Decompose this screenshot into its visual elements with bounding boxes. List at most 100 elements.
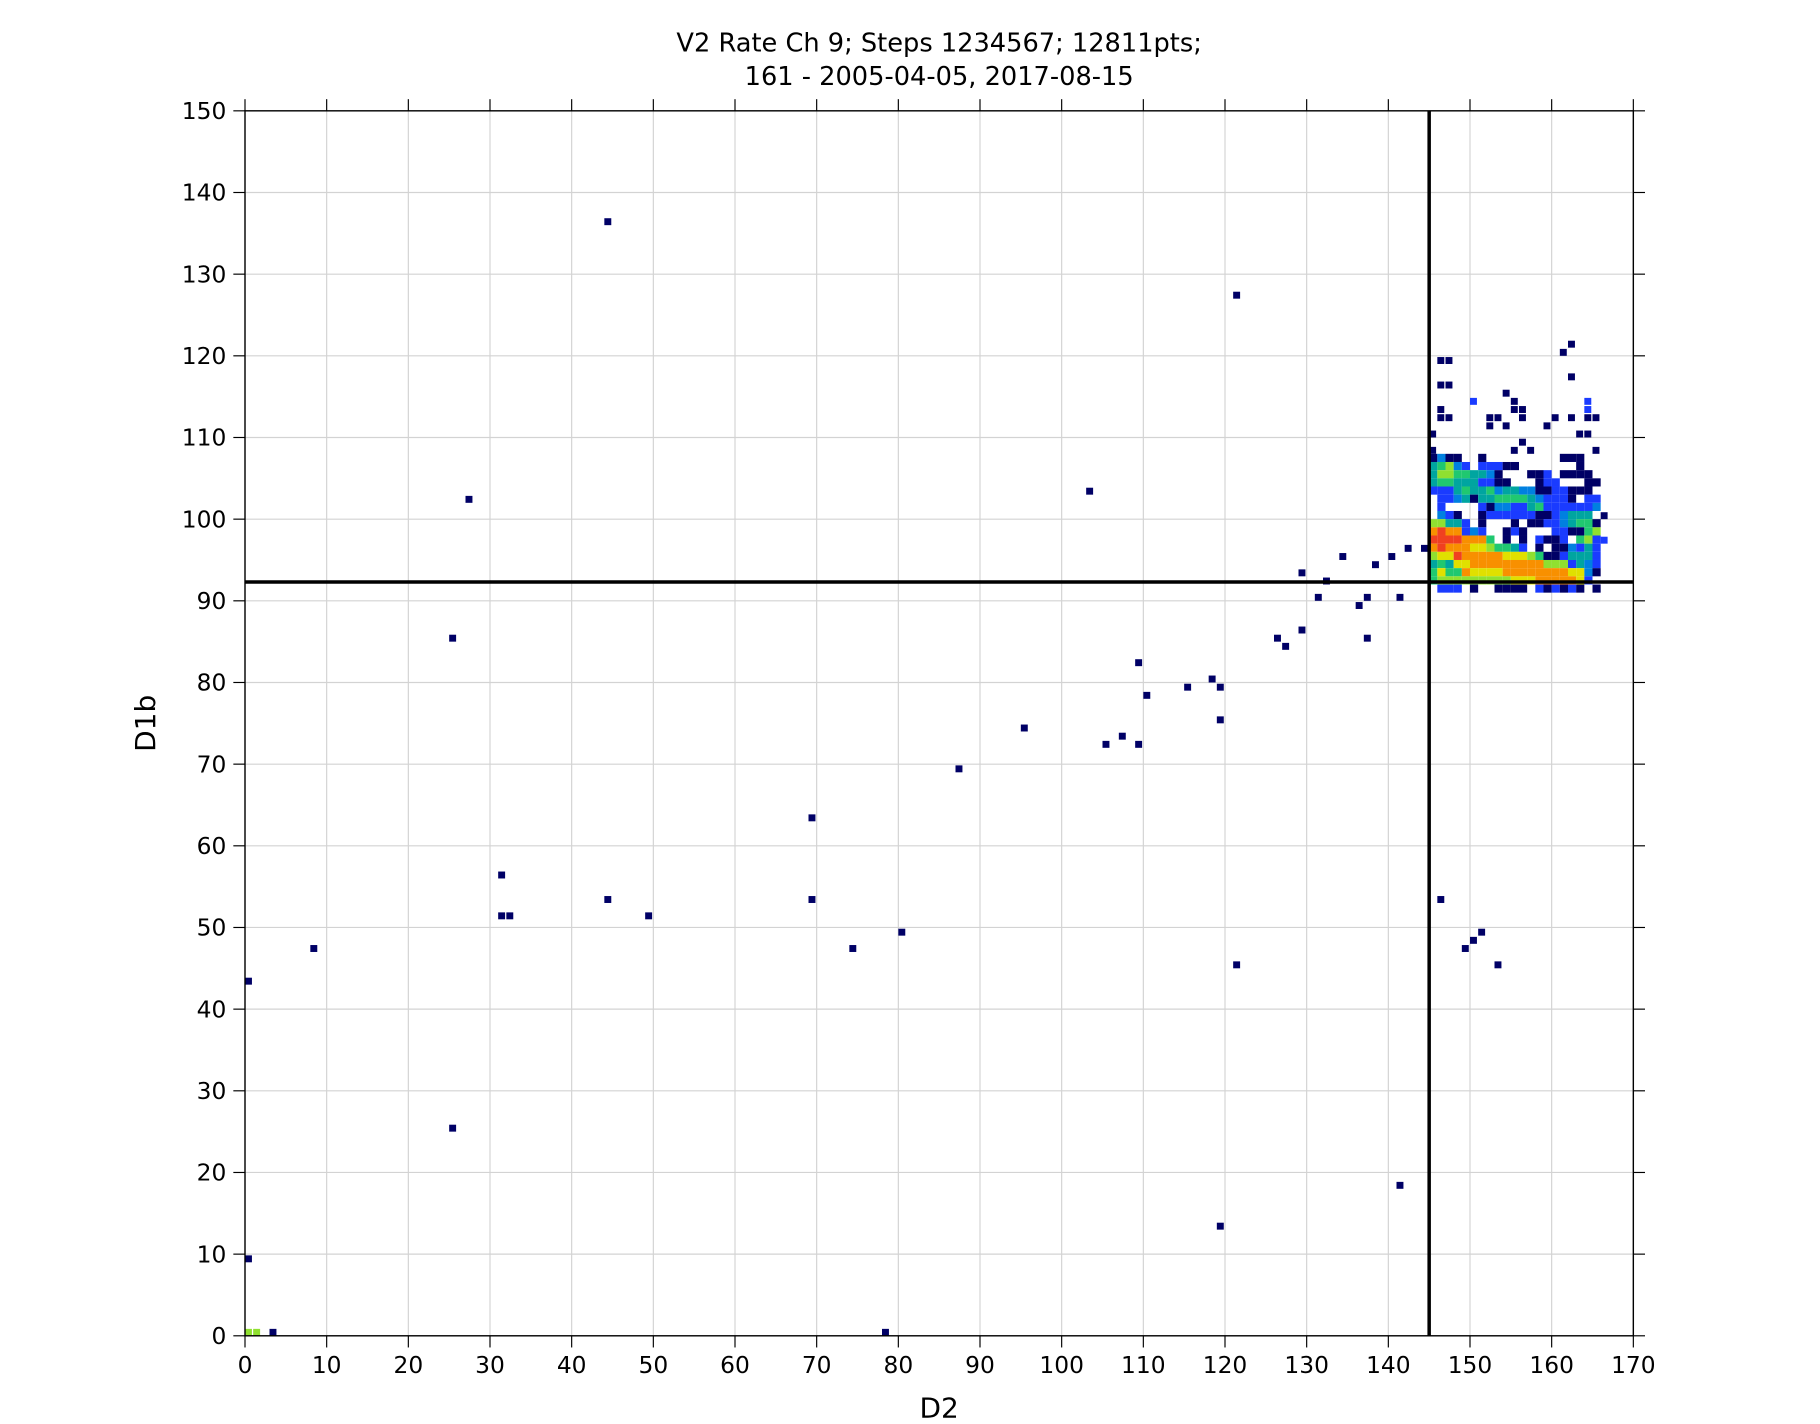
cluster-cell — [1551, 584, 1560, 593]
data-point — [1551, 414, 1559, 422]
cluster-cell — [1584, 527, 1593, 536]
cluster-cell — [1576, 453, 1585, 462]
cluster-cell — [1519, 486, 1528, 495]
data-point — [1470, 936, 1477, 944]
cluster-cell — [1445, 486, 1454, 495]
cluster-cell — [1453, 478, 1462, 487]
x-tick-label: 140 — [1366, 1351, 1411, 1379]
cluster-cell — [1486, 502, 1495, 511]
cluster-cell — [1453, 527, 1462, 536]
cluster-cell — [1437, 510, 1446, 520]
data-point — [1445, 357, 1453, 364]
cluster-cell — [1551, 535, 1560, 544]
cluster-cell — [1470, 470, 1479, 479]
data-point — [1118, 732, 1126, 740]
cluster-cell — [1470, 486, 1479, 495]
y-tick-label: 0 — [211, 1322, 226, 1350]
cluster-cell — [1486, 470, 1495, 479]
cluster-cell — [1429, 461, 1438, 471]
data-point — [1510, 397, 1518, 405]
cluster-cell — [1478, 519, 1487, 528]
cluster-cell — [1478, 494, 1487, 503]
data-point — [1102, 740, 1110, 748]
chart-title-line-2: 161 - 2005-04-05, 2017-08-15 — [745, 62, 1134, 92]
data-point — [245, 1328, 252, 1336]
data-point — [849, 945, 857, 952]
cluster-cell — [1592, 551, 1601, 560]
cluster-cell — [1559, 584, 1568, 593]
data-point — [1216, 716, 1224, 724]
cluster-cell — [1494, 470, 1503, 479]
cluster-cell — [1510, 543, 1519, 552]
cluster-cell — [1429, 543, 1438, 552]
cluster-cell — [1584, 510, 1593, 520]
data-point — [1429, 446, 1437, 454]
data-point — [808, 896, 816, 903]
cluster-cell — [1478, 486, 1487, 495]
cluster-cell — [1584, 494, 1593, 503]
cluster-cell — [1445, 584, 1454, 593]
cluster-cell — [1584, 502, 1593, 511]
cluster-cell — [1527, 568, 1536, 577]
cluster-cell — [1543, 551, 1552, 560]
cluster-cell — [1510, 551, 1519, 560]
cluster-cell — [1445, 559, 1454, 569]
cluster-cell — [1551, 559, 1560, 569]
cluster-cell — [1592, 559, 1601, 569]
data-point — [269, 1328, 277, 1336]
data-point — [1233, 291, 1241, 299]
x-tick-label: 80 — [883, 1351, 913, 1379]
x-tick-label: 40 — [557, 1351, 587, 1379]
cluster-cell — [1568, 470, 1577, 479]
cluster-cell — [1551, 527, 1560, 536]
y-tick-label: 90 — [197, 587, 227, 615]
cluster-cell — [1535, 502, 1544, 511]
cluster-cell — [1568, 502, 1577, 511]
data-point — [1216, 683, 1224, 691]
cluster-cell — [1429, 535, 1438, 544]
cluster-cell — [1429, 527, 1438, 536]
cluster-cell — [1437, 568, 1446, 577]
cluster-cell — [1592, 568, 1601, 577]
cluster-cell — [1584, 486, 1593, 495]
cluster-cell — [1584, 535, 1593, 544]
cluster-cell — [1576, 551, 1585, 560]
cluster-cell — [1568, 486, 1577, 495]
cluster-cell — [1437, 527, 1446, 536]
data-point — [1592, 446, 1600, 454]
cluster-cell — [1461, 543, 1470, 552]
data-point — [808, 814, 816, 822]
cluster-cell — [1453, 510, 1462, 520]
cluster-cell — [1453, 470, 1462, 479]
plot-frame — [244, 110, 1635, 1337]
cluster-cell — [1502, 527, 1511, 536]
data-point — [1339, 553, 1347, 560]
cluster-cell — [1429, 453, 1438, 462]
data-point — [1461, 945, 1469, 952]
cluster-cell — [1592, 543, 1601, 552]
cluster-cell — [1576, 527, 1585, 536]
cluster-cell — [1535, 551, 1544, 560]
cluster-cell — [1486, 494, 1495, 503]
cluster-cell — [1543, 568, 1552, 577]
data-point — [1363, 593, 1371, 601]
cluster-cell — [1535, 494, 1544, 503]
data-point — [449, 1124, 457, 1132]
data-point — [1233, 961, 1241, 969]
x-tick-label: 130 — [1284, 1351, 1329, 1379]
data-point — [1388, 553, 1396, 560]
cluster-cell — [1519, 551, 1528, 560]
cluster-cell — [1478, 559, 1487, 569]
data-point — [1437, 896, 1445, 903]
cluster-cell — [1478, 478, 1487, 487]
cluster-cell — [1461, 461, 1470, 471]
cluster-cell — [1437, 543, 1446, 552]
cluster-cell — [1486, 486, 1495, 495]
cluster-cell — [1519, 535, 1528, 544]
cluster-cell — [1543, 519, 1552, 528]
data-point — [1298, 569, 1306, 577]
cluster-cell — [1429, 486, 1438, 495]
cluster-cell — [1453, 494, 1462, 503]
cluster-cell — [1486, 543, 1495, 552]
